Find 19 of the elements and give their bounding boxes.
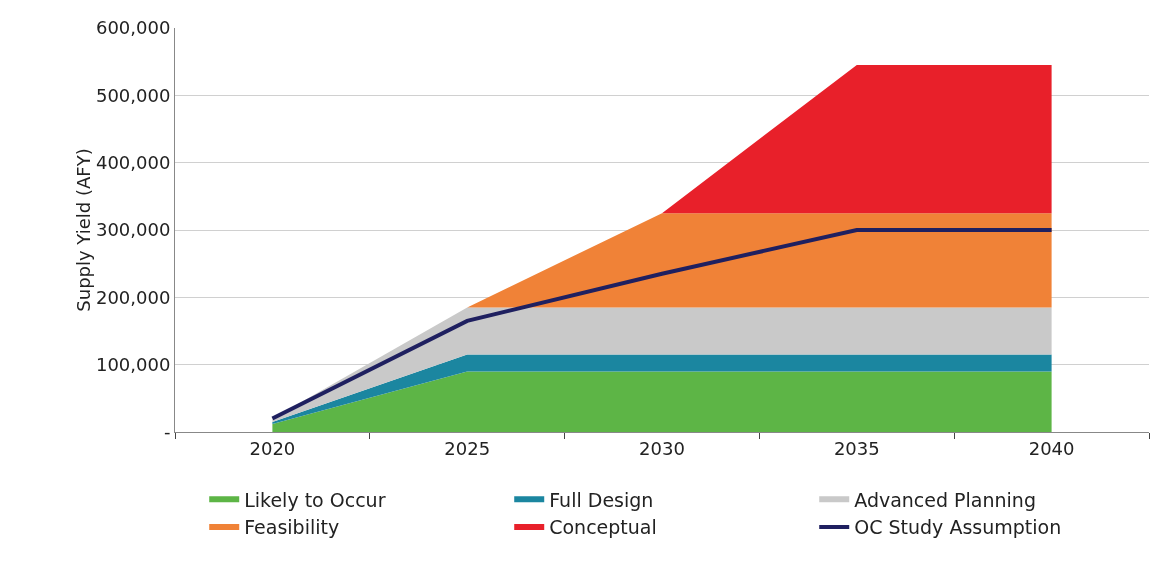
x-tick-label: 2035 — [833, 437, 880, 459]
legend-label: Advanced Planning — [854, 488, 1036, 511]
legend-label: Likely to Occur — [244, 488, 386, 511]
y-tick-label: 400,000 — [95, 151, 171, 173]
x-tick-label: 2030 — [639, 437, 685, 459]
x-tick-label: 2040 — [1028, 437, 1075, 459]
legend-label: OC Study Assumption — [854, 516, 1062, 539]
x-tick-label: 2025 — [444, 437, 491, 459]
legend-label: Conceptual — [549, 516, 657, 539]
y-axis-title: Supply Yield (AFY) — [72, 148, 94, 312]
x-tick-label: 2020 — [249, 437, 296, 459]
legend-label: Full Design — [549, 488, 654, 511]
y-tick-label: 500,000 — [95, 84, 171, 106]
legend-label: Feasibility — [244, 516, 340, 539]
y-tick-label: 200,000 — [95, 286, 171, 308]
y-tick-label: 600,000 — [95, 17, 171, 39]
y-tick-label: - — [163, 421, 171, 443]
y-tick-label: 300,000 — [95, 219, 171, 241]
y-tick-label: 100,000 — [95, 353, 171, 375]
